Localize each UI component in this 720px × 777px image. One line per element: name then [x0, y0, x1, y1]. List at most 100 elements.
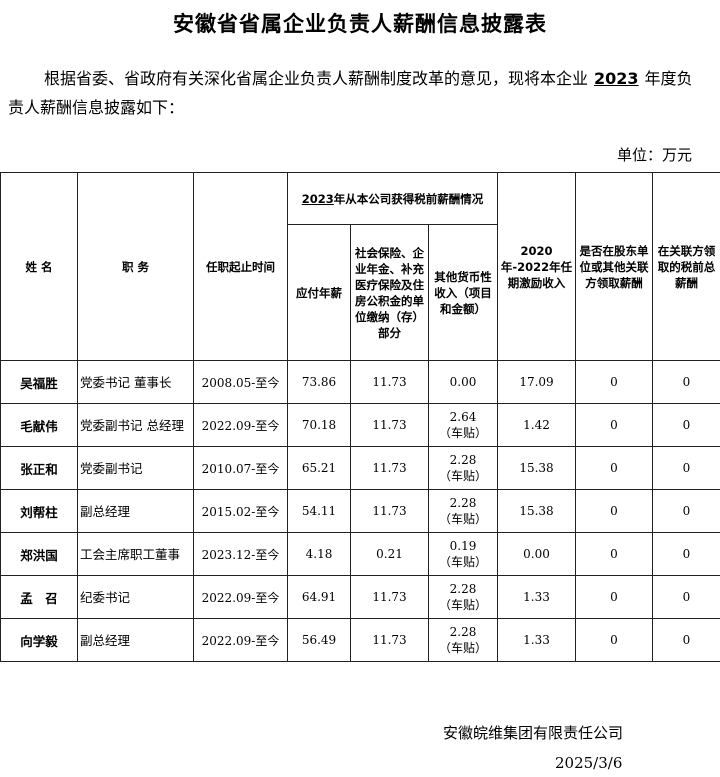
- cell-salary-value: 70.18: [301, 418, 337, 432]
- cell-salary: 4.18: [287, 532, 351, 576]
- cell-other-note: （车贴）: [438, 468, 487, 483]
- cell-other: 2.28 （车贴）: [428, 575, 498, 619]
- cell-term: 2022.09-至今: [193, 575, 288, 619]
- cell-term-value: 2023.12-至今: [201, 547, 280, 562]
- cell-other-note: （车贴）: [438, 554, 487, 569]
- cell-related: 0: [652, 403, 720, 447]
- cell-insurance-value: 11.73: [372, 418, 407, 432]
- cell-other-note: （车贴）: [438, 640, 487, 655]
- cell-salary: 56.49: [287, 618, 351, 662]
- cell-insurance: 11.73: [350, 446, 429, 490]
- cell-incentive-value: 1.42: [523, 418, 550, 432]
- cell-related: 0: [652, 360, 720, 404]
- cell-insurance: 11.73: [350, 360, 429, 404]
- cell-other-value: 2.28: [449, 624, 477, 639]
- cell-insurance: 0.21: [350, 532, 429, 576]
- cell-position: 工会主席职工董事: [77, 532, 194, 576]
- cell-salary-value: 56.49: [301, 633, 337, 647]
- cell-salary-value: 64.91: [301, 590, 337, 604]
- cell-insurance: 11.73: [350, 618, 429, 662]
- cell-term: 2023.12-至今: [193, 532, 288, 576]
- cell-related-value: 0: [682, 590, 691, 604]
- cell-insurance: 11.73: [350, 575, 429, 619]
- cell-term: 2015.02-至今: [193, 489, 288, 533]
- disclosure-date: 2025/3/6: [555, 754, 623, 772]
- cell-related: 0: [652, 618, 720, 662]
- cell-shareholder-value: 0: [610, 504, 618, 518]
- cell-incentive: 15.38: [497, 489, 576, 533]
- cell-incentive: 1.33: [497, 618, 576, 662]
- cell-term: 2010.07-至今: [193, 446, 288, 490]
- cell-position: 副总经理: [77, 618, 194, 662]
- header-group-text: 年从本公司获得税前薪酬情况: [333, 191, 484, 206]
- table-row: 毛献伟 党委副书记 总经理 2022.09-至今 70.18 11.73 2.64 （车贴）…: [0, 403, 720, 447]
- cell-incentive-value: 1.33: [523, 633, 550, 647]
- cell-incentive-value: 0.00: [523, 547, 550, 561]
- cell-other-value: 2.28: [449, 581, 477, 596]
- cell-position-value: 副总经理: [80, 632, 131, 648]
- cell-name: 孟 召: [0, 575, 78, 619]
- cell-other: 2.28 （车贴）: [428, 618, 498, 662]
- cell-incentive-value: 17.09: [519, 375, 554, 389]
- cell-other-value: 2.28: [449, 495, 477, 510]
- cell-related: 0: [652, 446, 720, 490]
- cell-name-value: 郑洪国: [20, 547, 58, 563]
- cell-related-value: 0: [682, 461, 691, 475]
- cell-term-value: 2008.05-至今: [201, 375, 280, 390]
- cell-other-value: 2.28: [449, 452, 477, 467]
- salary-table: 姓 名 职 务 任职起止时间 2023年从本公司获得税前薪酬情况 2020年-2…: [0, 172, 720, 662]
- cell-term: 2008.05-至今: [193, 360, 288, 404]
- cell-insurance-value: 11.73: [372, 590, 407, 604]
- table-row: 向学毅 副总经理 2022.09-至今 56.49 11.73 2.28 （车贴） 1.33 0…: [0, 618, 720, 662]
- cell-insurance: 11.73: [350, 403, 429, 447]
- cell-position: 党委书记 董事长: [77, 360, 194, 404]
- cell-name: 吴福胜: [0, 360, 78, 404]
- cell-other-value: 0.19: [449, 538, 477, 553]
- cell-incentive: 1.42: [497, 403, 576, 447]
- cell-salary: 73.86: [287, 360, 351, 404]
- cell-name-value: 吴福胜: [20, 375, 58, 391]
- cell-shareholder: 0: [575, 403, 653, 447]
- cell-other: 0.19 （车贴）: [428, 532, 498, 576]
- intro-paragraph: 根据省委、省政府有关深化省属企业负责人薪酬制度改革的意见，现将本企业 2023 年度…: [8, 64, 708, 122]
- intro-text-end: 年度负责人薪酬信息披露如下：: [8, 69, 693, 117]
- cell-salary-value: 65.21: [301, 461, 337, 475]
- cell-other-value: 0.00: [449, 375, 477, 389]
- header-insurance: 社会保险、企业年金、补充医疗保险及住房公积金的单位缴纳（存）部分: [350, 224, 429, 361]
- cell-position-value: 工会主席职工董事: [80, 546, 181, 562]
- header-group: 2023年从本公司获得税前薪酬情况: [287, 172, 498, 225]
- cell-shareholder-value: 0: [610, 375, 618, 389]
- cell-shareholder: 0: [575, 532, 653, 576]
- cell-insurance-value: 11.73: [372, 504, 407, 518]
- cell-name-value: 孟 召: [20, 590, 58, 606]
- cell-salary: 54.11: [287, 489, 351, 533]
- intro-text: 根据省委、省政府有关深化省属企业负责人薪酬制度改革的意见，现将本企业: [44, 69, 589, 88]
- cell-other: 0.00: [428, 360, 498, 404]
- cell-other: 2.28 （车贴）: [428, 446, 498, 490]
- cell-incentive: 15.38: [497, 446, 576, 490]
- cell-shareholder-value: 0: [610, 418, 618, 432]
- cell-incentive: 0.00: [497, 532, 576, 576]
- table-row: 孟 召 纪委书记 2022.09-至今 64.91 11.73 2.28 （车贴） 1.33 0…: [0, 575, 720, 619]
- cell-incentive-value: 15.38: [519, 461, 554, 475]
- cell-salary-value: 54.11: [301, 504, 337, 518]
- cell-name-value: 向学毅: [20, 633, 58, 649]
- organization-name: 安徽皖维集团有限责任公司: [443, 724, 624, 742]
- cell-salary: 70.18: [287, 403, 351, 447]
- cell-related-value: 0: [682, 504, 691, 518]
- cell-incentive: 1.33: [497, 575, 576, 619]
- cell-insurance-value: 11.73: [372, 375, 407, 389]
- cell-salary: 65.21: [287, 446, 351, 490]
- cell-other-note: （车贴）: [438, 511, 487, 526]
- cell-name-value: 毛献伟: [20, 418, 58, 434]
- table-row: 张正和 党委副书记 2010.07-至今 65.21 11.73 2.28 （车贴） 15.3…: [0, 446, 720, 490]
- cell-insurance-value: 0.21: [376, 547, 403, 561]
- cell-term-value: 2022.09-至今: [201, 590, 280, 605]
- cell-insurance: 11.73: [350, 489, 429, 533]
- cell-position-value: 副总经理: [80, 503, 131, 519]
- cell-salary-value: 4.18: [305, 547, 333, 561]
- cell-salary: 64.91: [287, 575, 351, 619]
- cell-position: 党委副书记 总经理: [77, 403, 194, 447]
- unit-label: 单位：万元: [616, 146, 692, 164]
- table-row: 刘帮柱 副总经理 2015.02-至今 54.11 11.73 2.28 （车贴） 15.38…: [0, 489, 720, 533]
